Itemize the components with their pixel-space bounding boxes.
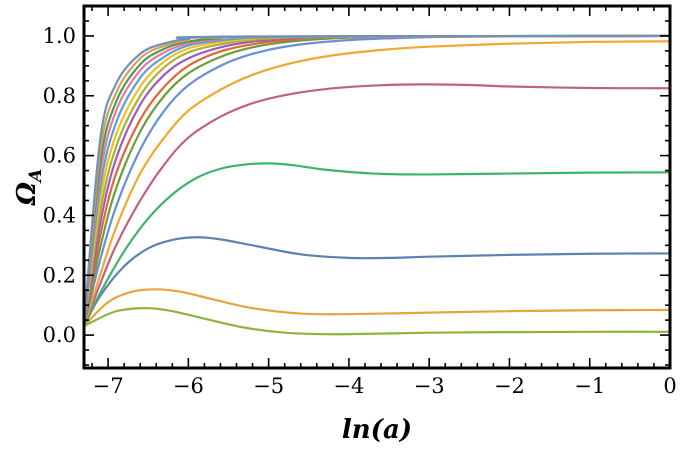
y-tick-label: 0.4 <box>43 203 76 227</box>
series-line-4 <box>82 162 672 328</box>
series-line-9 <box>82 34 672 328</box>
x-tick-label: −2 <box>494 374 525 398</box>
y-axis-title: ΩA <box>12 169 46 206</box>
series-line-17 <box>82 34 672 328</box>
series-line-1 <box>82 307 672 336</box>
y-tick-label: 0.8 <box>43 84 76 108</box>
series-line-6 <box>82 40 672 328</box>
x-tick-label: −4 <box>333 374 364 398</box>
x-tick-label: −7 <box>93 374 124 398</box>
series-layer <box>82 34 672 336</box>
series-line-3 <box>82 236 672 328</box>
series-line-5 <box>82 83 672 328</box>
plot-frame <box>82 4 672 370</box>
series-line-2 <box>82 288 672 328</box>
x-tick-label: −6 <box>173 374 204 398</box>
y-axis-title-main: Ω <box>12 182 42 206</box>
y-tick-label: 0.6 <box>43 144 76 168</box>
x-tick-label: −1 <box>574 374 605 398</box>
x-axis-title: ln(a) <box>342 415 412 445</box>
y-tick-label: 0.2 <box>43 263 76 287</box>
y-tick-label: 1.0 <box>43 24 76 48</box>
x-tick-label: 0 <box>663 374 676 398</box>
y-tick-label: 0.0 <box>43 323 76 347</box>
y-axis-title-subscript: A <box>26 169 46 184</box>
x-tick-label: −5 <box>253 374 284 398</box>
x-tick-label: −3 <box>414 374 445 398</box>
labels-layer: −7 −6 −5 −4 −3 −2 −1 0 0.0 0.2 0.4 0.6 0.8 1.0 <box>43 24 677 398</box>
